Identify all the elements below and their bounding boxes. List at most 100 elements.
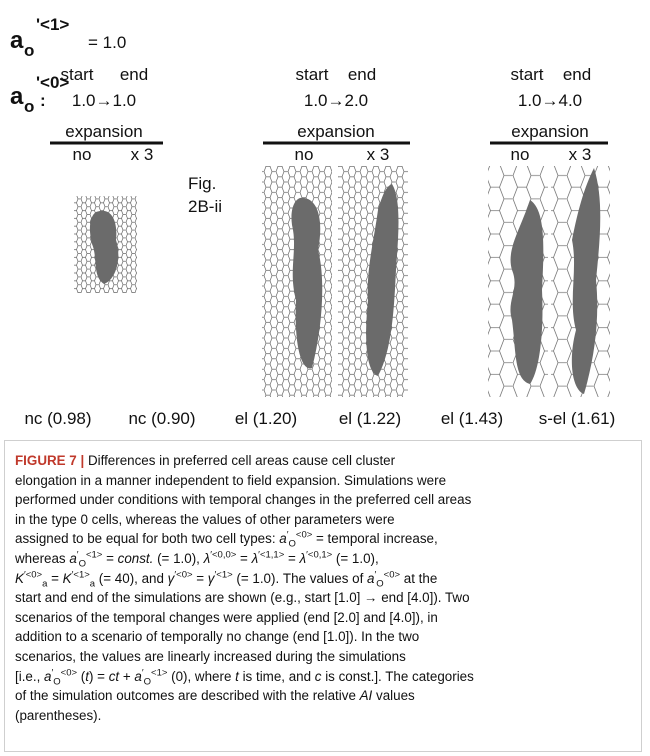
caption-text: ′ (141, 667, 144, 679)
caption-text: O (376, 578, 384, 590)
caption-text: performed under conditions with temporal… (15, 492, 472, 508)
outcome-label: s-el (1.61) (539, 409, 616, 428)
caption-text: start and end of the simulations are sho… (15, 590, 470, 606)
caption-line: scenarios, the values are linearly incre… (15, 647, 641, 667)
caption-text: (parentheses). (15, 707, 102, 723)
caption-text: ′<1> (214, 569, 233, 581)
caption-text: K (62, 570, 72, 586)
caption-text: γ (167, 570, 175, 586)
x3-label: x 3 (131, 145, 154, 164)
caption-text: = (102, 550, 118, 566)
caption-text: ct (108, 668, 120, 684)
no-label: no (511, 145, 530, 164)
caption-text: ′<0> (23, 569, 43, 581)
caption-text: (= 1.0). The values of (232, 570, 368, 586)
caption-text: ′<1,1> (258, 549, 285, 561)
caption-text: a (134, 668, 142, 684)
caption-text: ( (77, 668, 86, 684)
caption-text: ′ (76, 549, 79, 561)
caption-text: assigned to be equal for both two cell t… (15, 531, 280, 547)
caption-text: λ (203, 550, 211, 566)
caption-text: <0> (383, 569, 401, 581)
caption-text: t (235, 668, 239, 684)
caption-text: ′<0,1> (306, 549, 333, 561)
caption-text: is time, and (238, 668, 315, 684)
caption-line: K′<0>a = K′<1>a (= 40), and γ′<0> = γ′<1… (15, 569, 641, 589)
caption-line: [i.e., a′O<0> (t) = ct + a′O<1> (0), whe… (15, 667, 641, 687)
caption-text: a (89, 578, 96, 590)
caption-text: ′<1> (71, 569, 90, 581)
caption-text: = (284, 550, 300, 566)
caption-text: AI (359, 688, 373, 704)
caption-text: a (42, 578, 48, 590)
start-label: start (510, 65, 543, 84)
caption-line: in the type 0 cells, whereas the values … (15, 510, 641, 530)
figure: a o '<1> = 1.0 a o '<0> : Fig. 2B-ii sta… (10, 15, 616, 428)
caption-text: is const.]. The categories (321, 668, 474, 684)
end-label: end (348, 65, 376, 84)
caption-line: FIGURE 7 | Differences in preferred cell… (15, 451, 641, 471)
cluster (571, 168, 601, 394)
caption-line: of the simulation outcomes are described… (15, 686, 641, 706)
range-label: 1.0→4.0 (518, 91, 582, 110)
caption-line: whereas a′O<1> = const. (= 1.0), λ′<0,0>… (15, 549, 641, 569)
caption-text: const. (117, 550, 154, 566)
a-sub: o (24, 97, 34, 116)
end-label: end (563, 65, 591, 84)
end-label: end (120, 65, 148, 84)
caption-text: elongation in a manner independent to fi… (15, 472, 447, 488)
no-label: no (295, 145, 314, 164)
no-label: no (73, 145, 92, 164)
cluster (366, 184, 399, 376)
a-base: a (10, 83, 24, 110)
caption-text: ′ (374, 569, 377, 581)
caption-text: O (288, 539, 296, 551)
caption-text: (= 1.0), (153, 550, 204, 566)
caption-text: of the simulation outcomes are described… (15, 688, 360, 704)
range-label: 1.0→1.0 (72, 91, 136, 110)
caption-text: a (367, 570, 375, 586)
caption-text: a (279, 531, 287, 547)
caption-line: performed under conditions with temporal… (15, 490, 641, 510)
caption-line: scenarios of the temporal changes were a… (15, 608, 641, 628)
caption-line: elongation in a manner independent to fi… (15, 471, 641, 491)
expansion-label: expansion (65, 122, 143, 141)
caption-text: + (119, 668, 135, 684)
colon: : (40, 91, 46, 110)
caption-text: ′<0,0> (210, 549, 237, 561)
caption-text: O (53, 676, 61, 688)
fig-ref: 2B-ii (188, 197, 222, 216)
outcome-label: el (1.43) (441, 409, 503, 428)
caption-text: ′ (286, 529, 289, 541)
cluster (510, 200, 544, 384)
a-base: a (10, 27, 24, 54)
x3-label: x 3 (367, 145, 390, 164)
a-sub: o (24, 41, 34, 60)
caption-text: addition to a scenario of temporally no … (15, 629, 420, 645)
outcome-label: el (1.22) (339, 409, 401, 428)
caption-text: a (44, 668, 52, 684)
caption-line: assigned to be equal for both two cell t… (15, 529, 641, 551)
caption-text: = (236, 550, 252, 566)
caption-text: O (143, 676, 152, 688)
caption-text: <1> (85, 549, 103, 561)
caption-text: λ (299, 550, 307, 566)
caption-text: (= 40), and (95, 570, 168, 586)
caption-text: (= 1.0), (332, 550, 379, 566)
caption-text: (0), where (167, 668, 236, 684)
caption-line: (parentheses). (15, 706, 641, 726)
caption-text: FIGURE 7 | (15, 453, 85, 468)
expansion-label: expansion (297, 122, 375, 141)
caption-text: = (47, 570, 63, 586)
outcome-label: nc (0.90) (128, 409, 195, 428)
caption-text: scenarios, the values are linearly incre… (15, 648, 406, 664)
caption-text: a (69, 550, 77, 566)
cluster (291, 197, 323, 369)
caption-text: scenarios of the temporal changes were a… (15, 609, 438, 625)
caption-line: addition to a scenario of temporally no … (15, 627, 641, 647)
a-sup: '<0> (36, 73, 69, 92)
caption-text: in the type 0 cells, whereas the values … (15, 511, 395, 527)
caption-text: γ (207, 570, 215, 586)
expansion-label: expansion (511, 122, 589, 141)
